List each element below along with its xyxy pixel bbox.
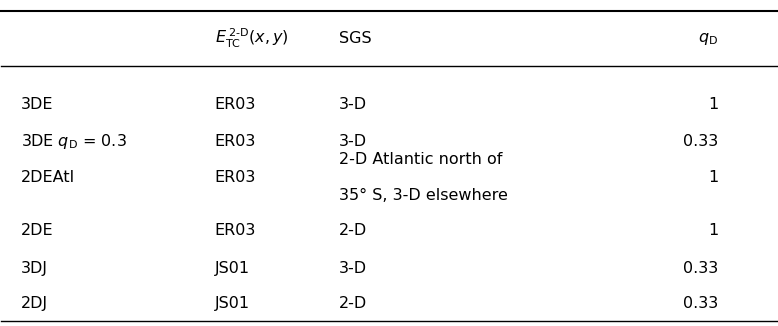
Text: JS01: JS01	[215, 296, 250, 311]
Text: ER03: ER03	[215, 170, 256, 185]
Text: 2DEAtl: 2DEAtl	[21, 170, 75, 185]
Text: 1: 1	[708, 97, 718, 112]
Text: ER03: ER03	[215, 135, 256, 150]
Text: 2-D Atlantic north of: 2-D Atlantic north of	[338, 152, 502, 167]
Text: 2-D: 2-D	[338, 223, 367, 238]
Text: 2-D: 2-D	[338, 296, 367, 311]
Text: SGS: SGS	[338, 31, 371, 46]
Text: 3DE $q_\mathrm{D}$ = 0.3: 3DE $q_\mathrm{D}$ = 0.3	[21, 132, 127, 152]
Text: 3-D: 3-D	[338, 135, 366, 150]
Text: 0.33: 0.33	[683, 135, 718, 150]
Text: 3DE: 3DE	[21, 97, 53, 112]
Text: 3DJ: 3DJ	[21, 260, 47, 275]
Text: 0.33: 0.33	[683, 296, 718, 311]
Text: ER03: ER03	[215, 97, 256, 112]
Text: 0.33: 0.33	[683, 260, 718, 275]
Text: 2DJ: 2DJ	[21, 296, 48, 311]
Text: 1: 1	[708, 223, 718, 238]
Text: 3-D: 3-D	[338, 97, 366, 112]
Text: ER03: ER03	[215, 223, 256, 238]
Text: 1: 1	[708, 170, 718, 185]
Text: JS01: JS01	[215, 260, 250, 275]
Text: $q_\mathrm{D}$: $q_\mathrm{D}$	[699, 31, 718, 47]
Text: 35° S, 3-D elsewhere: 35° S, 3-D elsewhere	[338, 188, 507, 203]
Text: 2DE: 2DE	[21, 223, 54, 238]
Text: 3-D: 3-D	[338, 260, 366, 275]
Text: $E_\mathrm{TC}^{\,\mathrm{2\text{-}D}}(x,y)$: $E_\mathrm{TC}^{\,\mathrm{2\text{-}D}}(x…	[215, 27, 288, 50]
